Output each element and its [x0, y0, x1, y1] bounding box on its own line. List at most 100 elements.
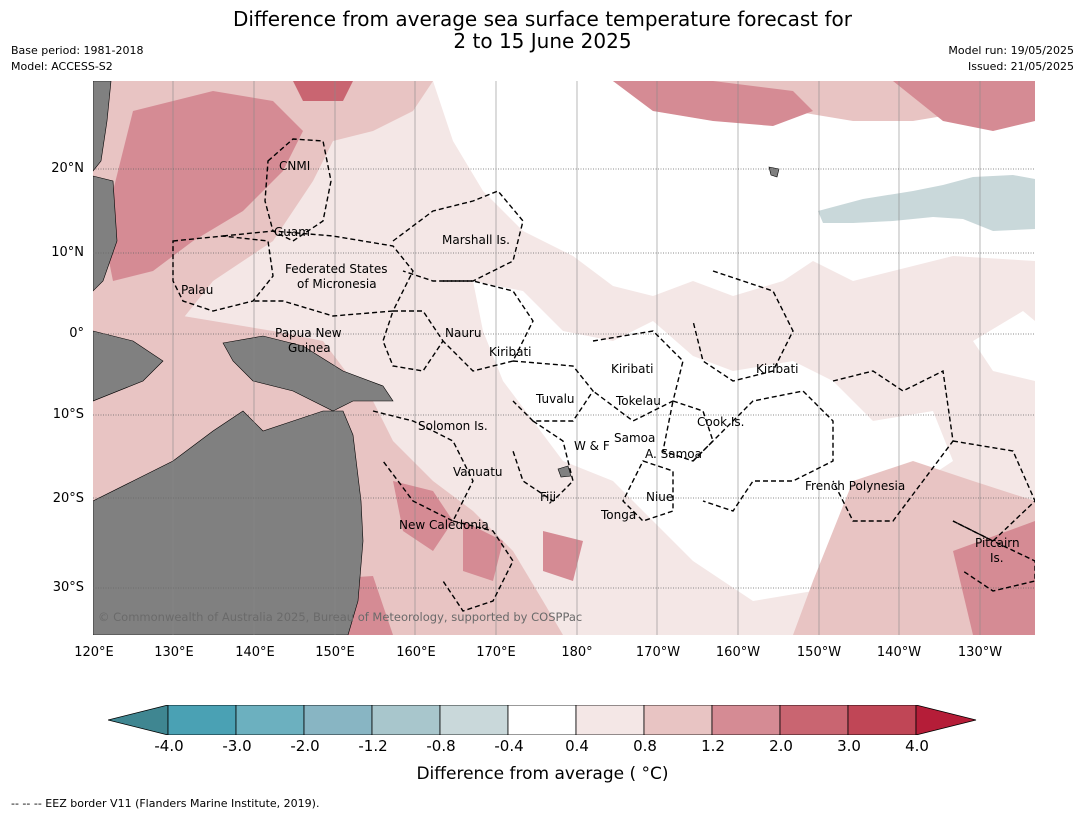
- lon-label-160w: 160°W: [715, 645, 761, 660]
- warm-patch-new-caledonia: [463, 521, 503, 581]
- model-run: Model run: 19/05/2025: [948, 44, 1074, 57]
- lon-label-140e: 140°E: [235, 645, 275, 660]
- warm-region-pitcairn: [953, 521, 1035, 635]
- eez-borders: [172, 138, 1035, 612]
- label-palau: Palau: [181, 283, 214, 297]
- lon-label-130e: 130°E: [154, 645, 194, 660]
- label-png-line2: Guinea: [288, 341, 331, 355]
- cool-anomaly-region: [818, 175, 1035, 231]
- label-solomon-islands: Solomon Is.: [418, 419, 488, 433]
- copyright-notice: © Commonwealth of Australia 2025, Bureau…: [98, 610, 583, 624]
- fiji-island: [557, 465, 572, 478]
- strong-warm-patch-north: [293, 81, 353, 101]
- label-kiribati-central: Kiribati: [611, 362, 654, 376]
- indonesia-landmass: [93, 330, 164, 402]
- colorbar: [108, 705, 977, 735]
- cb-tick-3-0: 3.0: [837, 737, 861, 755]
- colorbar-segment: [575, 705, 645, 735]
- meta-right: Model run: 19/05/2025 Issued: 21/05/2025: [948, 43, 1074, 75]
- lon-label-170w: 170°W: [635, 645, 681, 660]
- label-niue: Niue: [646, 490, 674, 504]
- cb-tick-0-8: 0.8: [633, 737, 657, 755]
- colorbar-segment: [235, 705, 305, 735]
- colorbar-segment: [507, 705, 577, 735]
- cb-tick-1-2: 1.2: [701, 737, 725, 755]
- base-period: Base period: 1981-2018: [11, 44, 144, 57]
- label-pitcairn-line1: Pitcairn: [975, 536, 1020, 550]
- colorbar-segment: [371, 705, 441, 735]
- latitude-lines: [93, 168, 1035, 589]
- graticule: [172, 81, 981, 635]
- label-tuvalu: Tuvalu: [536, 392, 575, 406]
- label-png-line1: Papua New: [275, 326, 342, 340]
- taiwan-landmass: [93, 81, 112, 172]
- lon-label-140w: 140°W: [876, 645, 922, 660]
- meta-left: Base period: 1981-2018 Model: ACCESS-S2: [11, 43, 143, 75]
- lon-label-120e: 120°E: [74, 645, 114, 660]
- colorbar-extend-low: [108, 705, 169, 735]
- label-marshall-islands: Marshall Is.: [442, 233, 510, 247]
- cb-tick-neg4: -4.0: [154, 737, 184, 755]
- label-samoa: Samoa: [614, 431, 656, 445]
- cb-tick-neg0-8: -0.8: [426, 737, 456, 755]
- title-line-1: Difference from average sea surface temp…: [232, 7, 852, 31]
- label-pitcairn-line2: Is.: [990, 551, 1004, 565]
- label-cook-islands: Cook Is.: [697, 415, 745, 429]
- issued-date: Issued: 21/05/2025: [967, 60, 1074, 73]
- label-new-caledonia: New Caledonia: [399, 518, 489, 532]
- cb-tick-2-0: 2.0: [769, 737, 793, 755]
- lon-label-130w: 130°W: [957, 645, 1003, 660]
- warm-region-philippine-sea: [103, 91, 303, 281]
- map-canvas: [93, 81, 1035, 635]
- model-name: Model: ACCESS-S2: [11, 60, 113, 73]
- label-tonga: Tonga: [601, 508, 637, 522]
- label-fsm-line1: Federated States: [285, 262, 388, 276]
- label-french-polynesia: French Polynesia: [805, 479, 906, 493]
- lon-label-150w: 150°W: [796, 645, 842, 660]
- lon-label-180: 180°: [561, 645, 593, 660]
- cb-tick-neg3: -3.0: [222, 737, 252, 755]
- lat-label-20n: 20°N: [51, 161, 84, 176]
- colorbar-segment: [167, 705, 237, 735]
- philippines-landmass: [93, 175, 118, 292]
- near-normal-region-north: [433, 81, 1035, 296]
- colorbar-segment: [847, 705, 917, 735]
- cb-tick-0-4: 0.4: [565, 737, 589, 755]
- colorbar-extend-high: [915, 705, 977, 735]
- label-kiribati-west: Kiribati: [489, 345, 532, 359]
- lon-label-170e: 170°E: [476, 645, 516, 660]
- title-line-2: 2 to 15 June 2025: [453, 29, 632, 53]
- colorbar-label: Difference from average ( °C): [416, 764, 669, 784]
- cb-tick-neg0-4: -0.4: [494, 737, 524, 755]
- cb-tick-neg2: -2.0: [290, 737, 320, 755]
- label-guam: Guam: [274, 225, 310, 239]
- lat-label-0: 0°: [69, 326, 84, 341]
- warm-region-north-central: [613, 81, 813, 126]
- map-title: Difference from average sea surface temp…: [0, 8, 1085, 52]
- label-nauru: Nauru: [445, 326, 482, 340]
- lat-label-10s: 10°S: [52, 407, 84, 422]
- sst-anomaly-map: CNMI Guam Marshall Is. Federated States …: [93, 81, 1035, 635]
- label-wallis-futuna: W & F: [574, 439, 610, 453]
- label-cnmi: CNMI: [279, 159, 311, 173]
- label-fsm-line2: of Micronesia: [297, 277, 377, 291]
- colorbar-segment: [711, 705, 781, 735]
- colorbar-segment: [643, 705, 713, 735]
- lat-label-10n: 10°N: [51, 245, 84, 260]
- warm-patch-south-central: [543, 531, 583, 581]
- lon-label-150e: 150°E: [315, 645, 355, 660]
- cb-tick-neg1-2: -1.2: [358, 737, 388, 755]
- hawaii-island: [768, 166, 780, 178]
- colorbar-segment: [439, 705, 509, 735]
- colorbar-segment: [779, 705, 849, 735]
- warm-patch-coral-sea: [393, 481, 453, 551]
- new-guinea-landmass: [222, 335, 394, 412]
- label-american-samoa: A. Samoa: [645, 447, 702, 461]
- label-vanuatu: Vanuatu: [453, 465, 503, 479]
- colorbar-segments: [108, 705, 977, 735]
- warm-region-northeast: [893, 81, 1035, 131]
- lon-label-160e: 160°E: [396, 645, 436, 660]
- label-fiji: Fiji: [540, 490, 557, 504]
- colorbar-segment: [303, 705, 373, 735]
- cb-tick-4-0: 4.0: [905, 737, 929, 755]
